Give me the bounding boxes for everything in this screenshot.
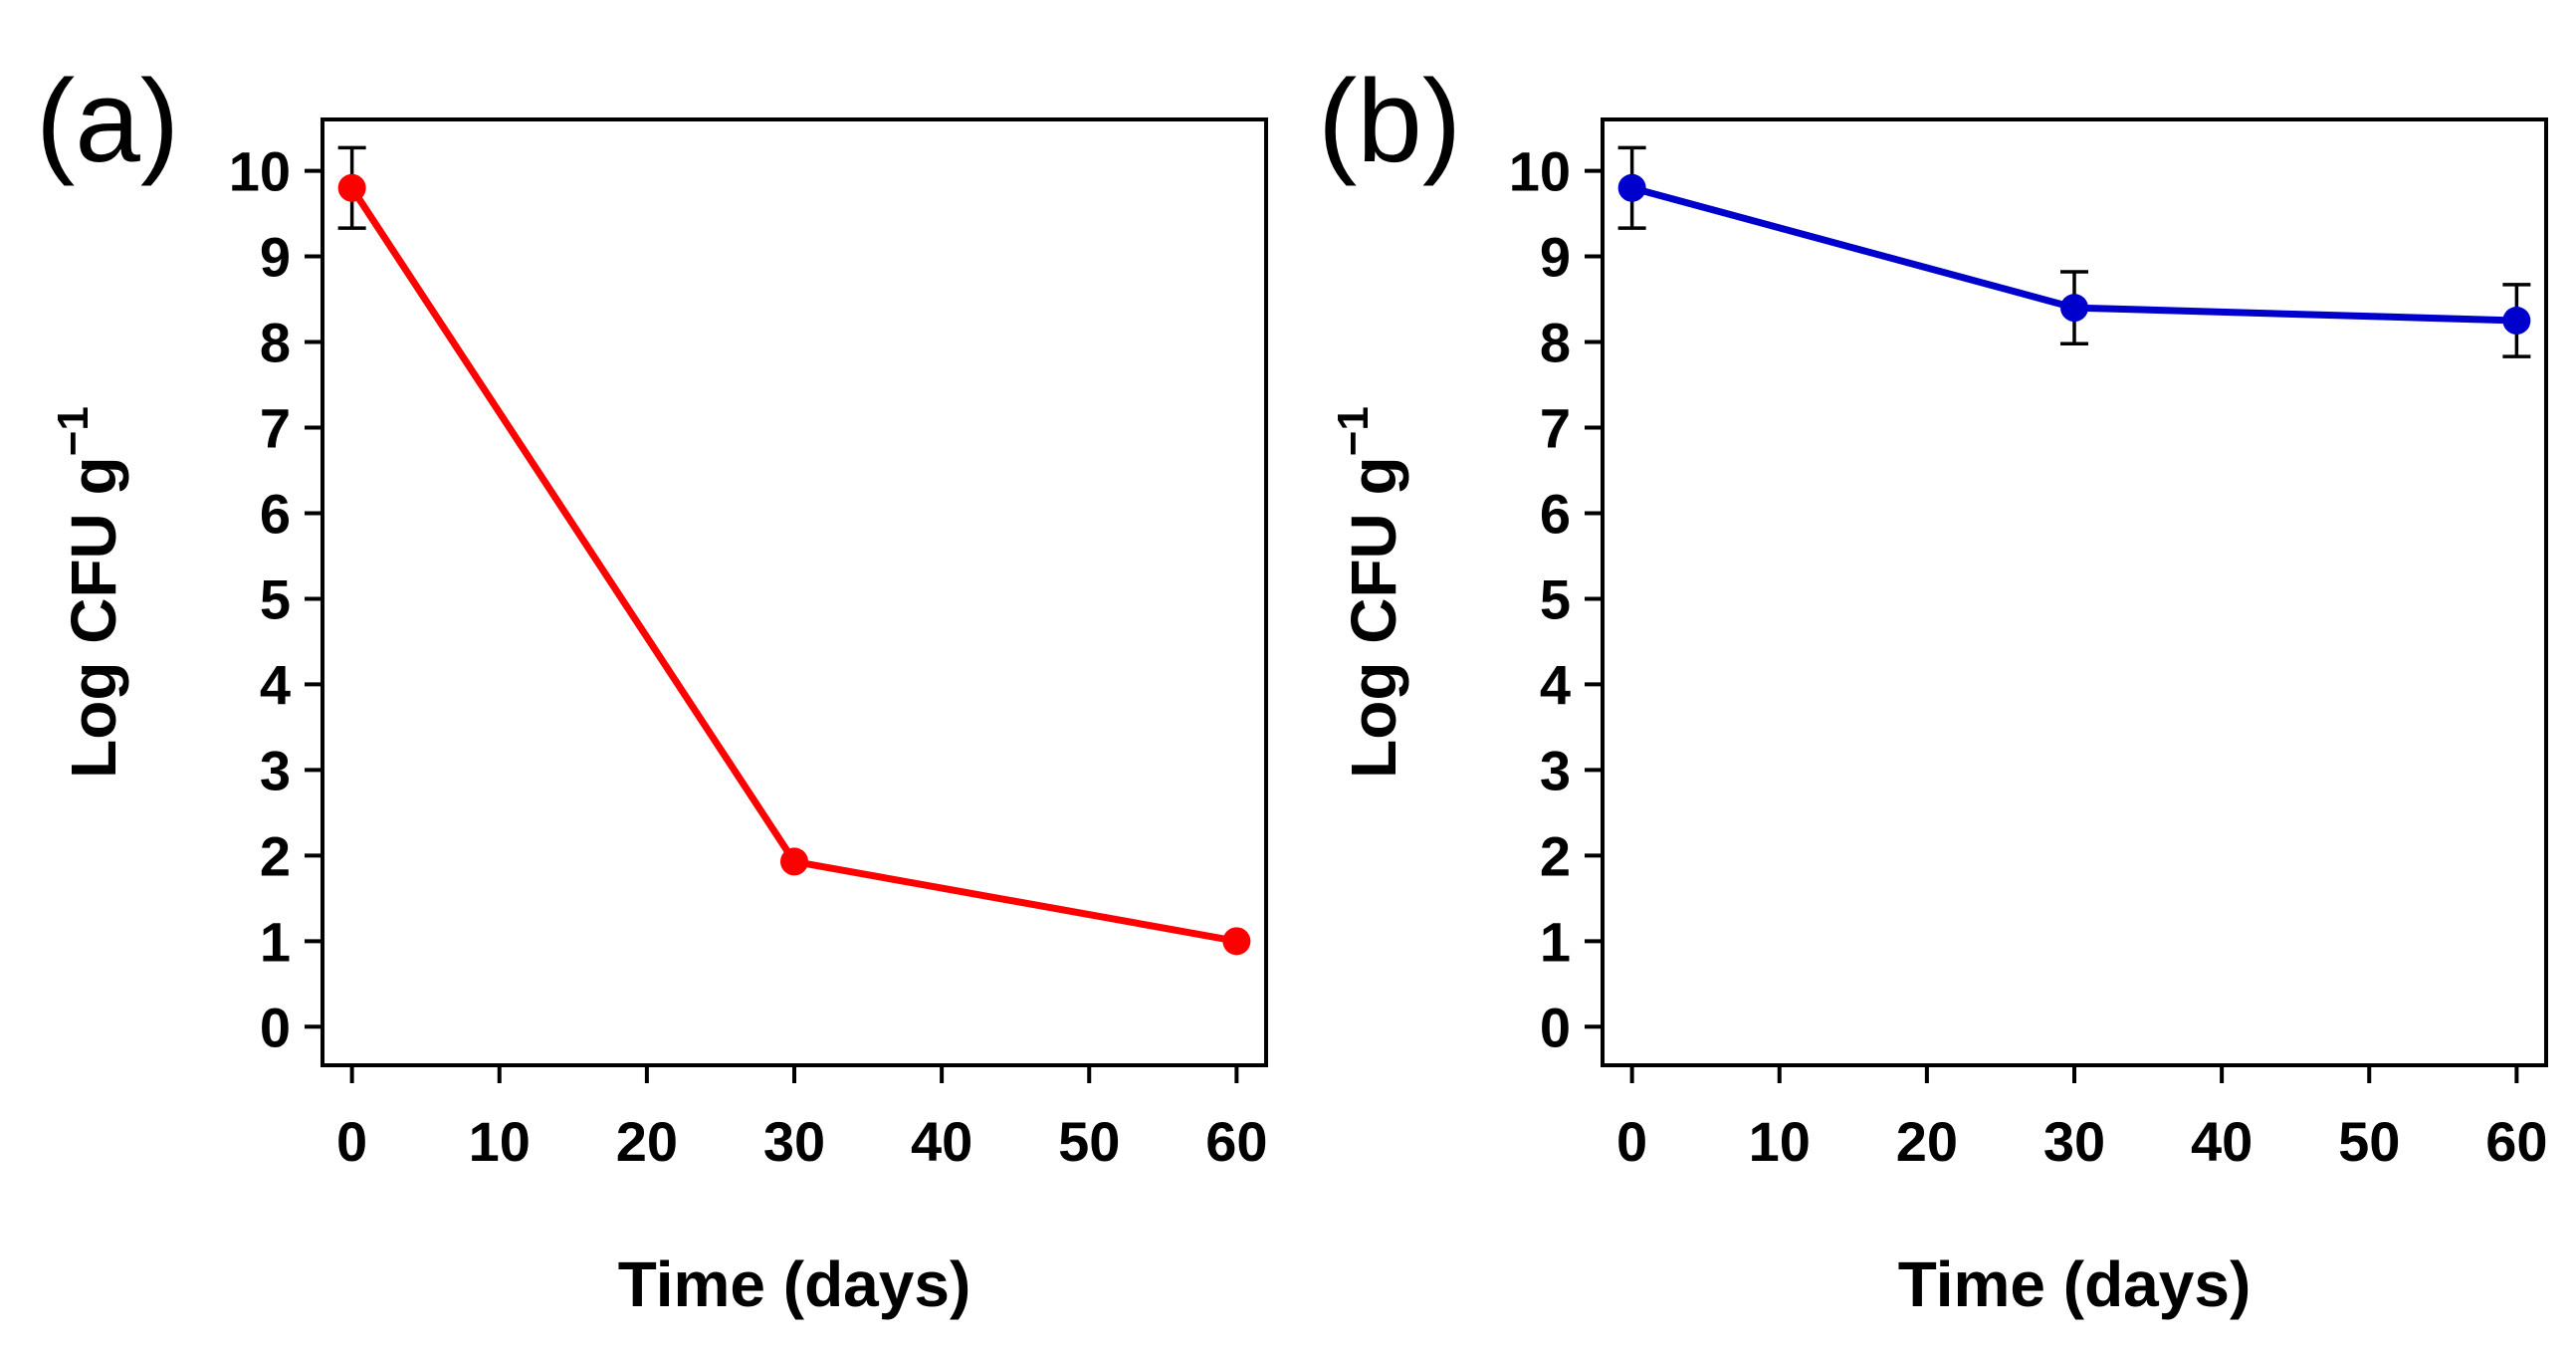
y-tick-label-b-6: 6	[1540, 482, 1571, 545]
y-tick-label-a-10: 10	[229, 140, 291, 203]
data-point-a-1	[780, 847, 808, 876]
x-tick-label-a-30: 30	[763, 1110, 825, 1173]
y-tick-label-a-7: 7	[260, 397, 291, 460]
y-tick-label-a-2: 2	[260, 824, 291, 887]
y-axis-title-b: Log CFU g−1	[1329, 406, 1409, 779]
y-tick-label-a-8: 8	[260, 312, 291, 374]
tick-labels-b: 0 1 2 3 4 5 6 7 8 9 10 0 10 20 30 40 50 60	[1509, 140, 2548, 1173]
ticks-a	[305, 168, 1239, 1083]
x-tick-label-a-50: 50	[1058, 1110, 1120, 1173]
x-tick-label-b-10: 10	[1749, 1110, 1811, 1173]
data-marks-b	[1617, 145, 2531, 358]
series-line-a	[348, 184, 1240, 945]
y-tick-label-b-3: 3	[1540, 739, 1571, 801]
data-marks-a	[337, 145, 1251, 956]
x-axis-title-a: Time (days)	[618, 1248, 971, 1320]
x-tick-label-a-20: 20	[616, 1110, 678, 1173]
y-tick-label-a-0: 0	[260, 996, 291, 1058]
x-axis-title-b: Time (days)	[1898, 1248, 2252, 1320]
y-axis-title-sup-b: −1	[1329, 406, 1378, 456]
data-point-b-2	[2502, 307, 2531, 336]
x-tick-label-b-50: 50	[2338, 1110, 2400, 1173]
x-tick-label-a-60: 60	[1205, 1110, 1267, 1173]
panel-label-a: (a)	[36, 56, 179, 187]
x-tick-label-b-40: 40	[2191, 1110, 2253, 1173]
ticks-b	[1585, 168, 2519, 1083]
y-tick-label-b-4: 4	[1540, 653, 1571, 716]
x-tick-label-b-20: 20	[1896, 1110, 1958, 1173]
plot-frame-b	[1601, 117, 2548, 1067]
y-axis-title-sup-a: −1	[49, 406, 98, 456]
data-point-a-0	[337, 173, 366, 202]
x-tick-label-b-0: 0	[1616, 1110, 1647, 1173]
data-point-a-2	[1222, 927, 1251, 956]
x-tick-label-b-60: 60	[2485, 1110, 2547, 1173]
x-tick-label-a-10: 10	[469, 1110, 531, 1173]
y-tick-label-a-3: 3	[260, 739, 291, 801]
y-tick-label-b-0: 0	[1540, 996, 1571, 1058]
panel-b: (b) Time (days) Log CFU g−1 0 1 2 3 4 5 6 7 8 9 10…	[1318, 56, 2548, 1320]
x-tick-label-a-40: 40	[911, 1110, 972, 1173]
data-point-b-1	[2060, 294, 2088, 323]
y-tick-label-b-1: 1	[1540, 910, 1571, 973]
y-tick-label-b-9: 9	[1540, 226, 1571, 289]
y-axis-title-main-b: Log CFU g	[1338, 456, 1409, 778]
panel-a: (a) Time (days) Log CFU g−1 0 1 2 3 4 5 6 7 8 9 10…	[36, 56, 1268, 1320]
x-tick-label-b-30: 30	[2043, 1110, 2105, 1173]
data-point-b-0	[1617, 173, 1646, 202]
y-tick-label-a-9: 9	[260, 226, 291, 289]
y-tick-label-b-7: 7	[1540, 397, 1571, 460]
y-tick-label-a-6: 6	[260, 482, 291, 545]
y-tick-label-a-1: 1	[260, 910, 291, 973]
y-tick-label-b-10: 10	[1509, 140, 1571, 203]
x-tick-label-a-0: 0	[336, 1110, 367, 1173]
y-tick-label-a-4: 4	[260, 653, 291, 716]
y-tick-label-b-2: 2	[1540, 824, 1571, 887]
y-tick-label-b-8: 8	[1540, 312, 1571, 374]
tick-labels-a: 0 1 2 3 4 5 6 7 8 9 10 0 10 20 30 40 50 60	[229, 140, 1268, 1173]
y-tick-label-b-5: 5	[1540, 567, 1571, 630]
y-tick-label-a-5: 5	[260, 567, 291, 630]
y-axis-title-main-a: Log CFU g	[58, 456, 129, 778]
y-axis-title-a: Log CFU g−1	[49, 406, 129, 779]
panel-label-b: (b)	[1318, 56, 1461, 187]
